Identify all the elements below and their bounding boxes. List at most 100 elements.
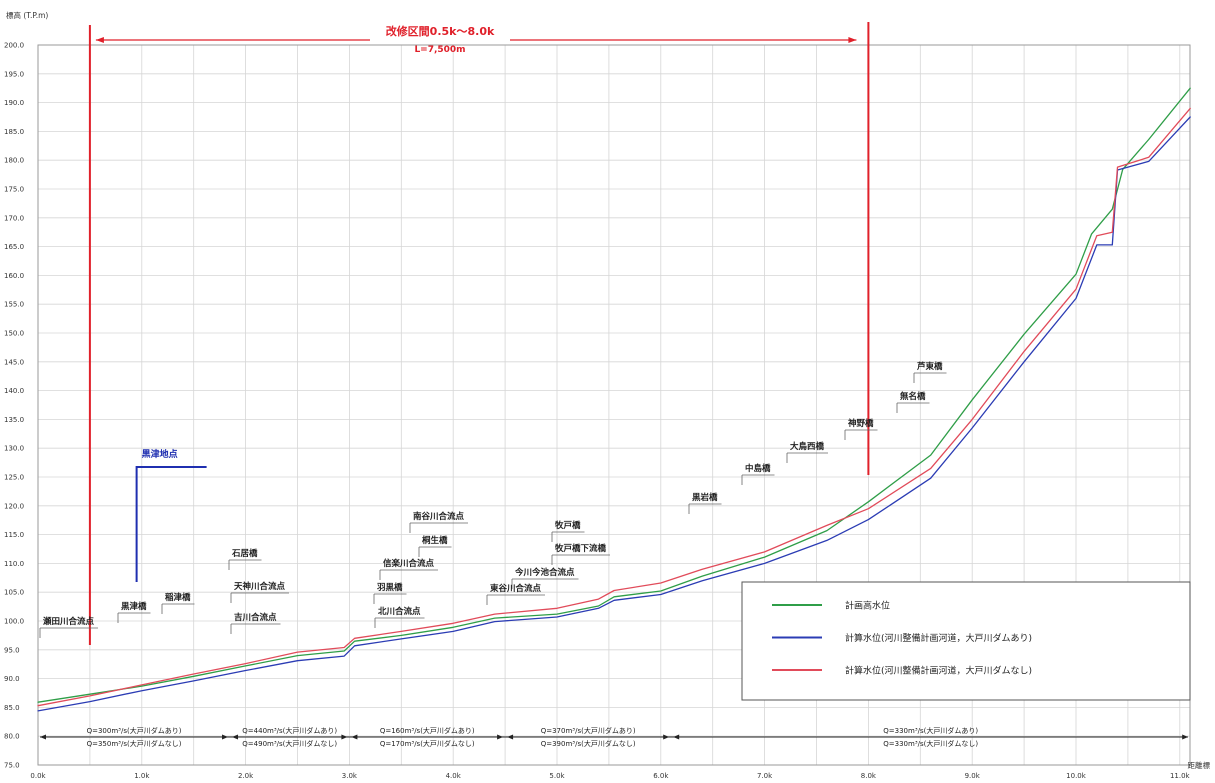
landmark-label: 南谷川合流点	[413, 511, 465, 522]
discharge-label-without-dam: Q=330m³/s(大戸川ダムなし)	[883, 739, 978, 748]
landmark-label: 信楽川合流点	[383, 558, 435, 569]
landmark-label: 桐生橋	[422, 535, 448, 546]
y-tick-label: 100.0	[4, 618, 24, 626]
landmark-label: 北川合流点	[378, 606, 421, 617]
landmark-label: 吉川合流点	[234, 612, 277, 623]
y-tick-label: 115.0	[4, 531, 24, 539]
y-tick-label: 85.0	[4, 704, 20, 712]
y-tick-label: 140.0	[4, 387, 24, 395]
x-tick-label: 1.0k	[134, 772, 150, 780]
discharge-label-with-dam: Q=300m³/s(大戸川ダムあり)	[87, 726, 182, 735]
improvement-section: 改修区間0.5k～8.0k L=7,500m	[88, 22, 870, 645]
legend-label-computed-level-with-dam: 計算水位(河川整備計画河道，大戸川ダムあり)	[845, 632, 1032, 644]
series-line-planned-high-water-level	[37, 87, 1191, 703]
discharge-arrowhead-end	[1182, 734, 1189, 740]
discharge-arrowhead-start	[673, 734, 680, 740]
y-tick-label: 150.0	[4, 330, 24, 338]
discharge-arrowhead-start	[40, 734, 46, 740]
y-tick-label: 155.0	[4, 301, 24, 309]
landmark-label: 大鳥西橋	[790, 441, 825, 452]
y-tick-label: 200.0	[4, 42, 24, 50]
y-tick-label: 90.0	[4, 675, 20, 683]
discharge-label-without-dam: Q=350m³/s(大戸川ダムなし)	[87, 739, 182, 748]
landmark-label: 黒岩橋	[692, 492, 718, 503]
y-tick-label: 175.0	[4, 186, 24, 194]
discharge-arrowhead-start	[232, 734, 239, 740]
y-tick-label: 130.0	[4, 445, 24, 453]
y-tick-label: 195.0	[4, 70, 24, 78]
discharge-label-without-dam: Q=390m³/s(大戸川ダムなし)	[541, 739, 636, 748]
landmark-label: 芦東橋	[917, 361, 943, 372]
discharge-band: Q=300m³/s(大戸川ダムあり) Q=350m³/s(大戸川ダムなし) Q=44…	[40, 726, 1189, 748]
y-tick-label: 110.0	[4, 560, 24, 568]
x-tick-label: 5.0k	[549, 772, 565, 780]
landmark-label: 瀬田川合流点	[43, 616, 95, 627]
plot-frame	[37, 44, 1191, 766]
legend-box	[741, 581, 1191, 701]
y-tick-label: 95.0	[4, 646, 20, 654]
series-line-computed-level-with-dam	[37, 116, 1191, 712]
discharge-arrowhead-start	[351, 734, 358, 740]
series	[37, 87, 1191, 712]
landmark-label: 羽黒橋	[377, 582, 403, 593]
y-tick-label: 165.0	[4, 243, 24, 251]
discharge-label-with-dam: Q=370m³/s(大戸川ダムあり)	[541, 726, 636, 735]
discharge-label-with-dam: Q=330m³/s(大戸川ダムあり)	[883, 726, 978, 735]
y-axis: 75.0 80.0 85.0 90.0 95.0 100.0 105.0 110.0 115.0…	[4, 42, 24, 770]
landmark-label: 牧戸橋	[555, 520, 581, 531]
discharge-arrowhead-end	[663, 734, 670, 740]
x-tick-label: 8.0k	[861, 772, 877, 780]
discharge-arrowhead-end	[222, 734, 229, 740]
discharge-label-without-dam: Q=170m³/s(大戸川ダムなし)	[380, 739, 475, 748]
legend-label-computed-level-without-dam: 計算水位(河川整備計画河道，大戸川ダムなし)	[845, 665, 1032, 677]
reference-point-label: 黒津地点	[142, 448, 178, 460]
reference-point-marker-line	[135, 466, 207, 582]
y-tick-label: 170.0	[4, 214, 24, 222]
landmark-label: 牧戸橋下流橋	[555, 543, 607, 554]
series-line-computed-level-without-dam	[37, 107, 1191, 707]
y-tick-label: 120.0	[4, 502, 24, 510]
improvement-arrowhead-left	[95, 37, 104, 43]
landmark-label: 無名橋	[900, 391, 926, 402]
improvement-length-label: L=7,500m	[414, 45, 465, 55]
landmark-label: 天神川合流点	[234, 581, 286, 592]
discharge-label-without-dam: Q=490m³/s(大戸川ダムなし)	[242, 739, 337, 748]
x-tick-label: 4.0k	[446, 772, 462, 780]
x-tick-label: 2.0k	[238, 772, 254, 780]
x-tick-label: 7.0k	[757, 772, 773, 780]
landmark-label: 稲津橋	[165, 592, 191, 603]
y-tick-label: 125.0	[4, 474, 24, 482]
x-tick-label: 10.0k	[1066, 772, 1087, 780]
y-tick-label: 190.0	[4, 99, 24, 107]
y-tick-label: 185.0	[4, 128, 24, 136]
landmark-label: 東谷川合流点	[490, 583, 542, 594]
x-tick-label: 9.0k	[965, 772, 981, 780]
discharge-arrowhead-end	[341, 734, 348, 740]
x-axis-title: 距離標	[1188, 760, 1211, 770]
x-tick-label: 3.0k	[342, 772, 358, 780]
improvement-arrowhead-right	[848, 37, 857, 43]
discharge-label-with-dam: Q=440m³/s(大戸川ダムあり)	[242, 726, 337, 735]
y-axis-title: 標高 (T.P.m)	[6, 10, 48, 20]
x-tick-label: 11.0k	[1170, 772, 1191, 780]
landmark-label: 石居橋	[231, 548, 258, 559]
legend-label-planned-high-water-level: 計画高水位	[845, 600, 890, 612]
landmark-label: 今川今池合流点	[514, 567, 575, 578]
discharge-label-with-dam: Q=160m³/s(大戸川ダムあり)	[380, 726, 475, 735]
x-tick-label: 0.0k	[30, 772, 46, 780]
y-tick-label: 180.0	[4, 157, 24, 165]
x-tick-label: 6.0k	[653, 772, 669, 780]
y-tick-label: 105.0	[4, 589, 24, 597]
y-tick-label: 135.0	[4, 416, 24, 424]
landmark-label: 神野橋	[848, 418, 874, 429]
y-tick-label: 145.0	[4, 358, 24, 366]
y-tick-label: 75.0	[4, 762, 20, 770]
reference-point: 黒津地点	[135, 448, 207, 582]
x-axis: 0.0k 1.0k 2.0k 3.0k 4.0k 5.0k 6.0k 7.0k 8.0k 9.0k…	[30, 772, 1190, 780]
discharge-arrowhead-start	[507, 734, 514, 740]
discharge-arrowhead-end	[497, 734, 504, 740]
